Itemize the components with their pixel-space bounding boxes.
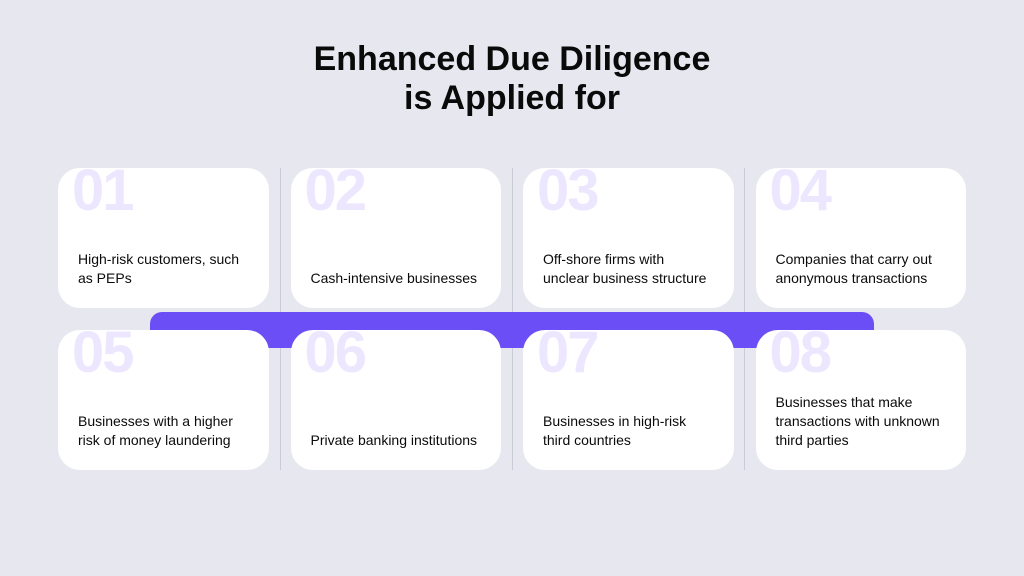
- card-08: 08 Businesses that make transactions wit…: [756, 330, 967, 470]
- title-line-2: is Applied for: [404, 79, 620, 117]
- card-05: 05 Businesses with a higher risk of mone…: [58, 330, 269, 470]
- card-grid: 01 High-risk customers, such as PEPs 02 …: [58, 168, 966, 470]
- card-07: 07 Businesses in high-risk third countri…: [523, 330, 734, 470]
- card-number: 07: [537, 330, 598, 382]
- card-label: Off-shore firms with unclear business st…: [543, 250, 714, 288]
- card-number: 08: [770, 330, 831, 382]
- title-line-1: Enhanced Due Diligence: [314, 40, 711, 78]
- card-number: 03: [537, 168, 598, 220]
- card-label: Businesses in high-risk third countries: [543, 412, 714, 450]
- card-04: 04 Companies that carry out anonymous tr…: [756, 168, 967, 308]
- card-number: 06: [305, 330, 366, 382]
- card-label: Cash-intensive businesses: [311, 269, 482, 288]
- card-number: 01: [72, 168, 133, 220]
- page-title: Enhanced Due Diligence is Applied for: [0, 40, 1024, 118]
- card-number: 04: [770, 168, 831, 220]
- card-number: 02: [305, 168, 366, 220]
- card-02: 02 Cash-intensive businesses: [291, 168, 502, 308]
- card-06: 06 Private banking institutions: [291, 330, 502, 470]
- card-01: 01 High-risk customers, such as PEPs: [58, 168, 269, 308]
- card-label: Companies that carry out anonymous trans…: [776, 250, 947, 288]
- card-03: 03 Off-shore firms with unclear business…: [523, 168, 734, 308]
- card-label: Businesses that make transactions with u…: [776, 393, 947, 450]
- card-label: Private banking institutions: [311, 431, 482, 450]
- card-label: Businesses with a higher risk of money l…: [78, 412, 249, 450]
- card-label: High-risk customers, such as PEPs: [78, 250, 249, 288]
- card-number: 05: [72, 330, 133, 382]
